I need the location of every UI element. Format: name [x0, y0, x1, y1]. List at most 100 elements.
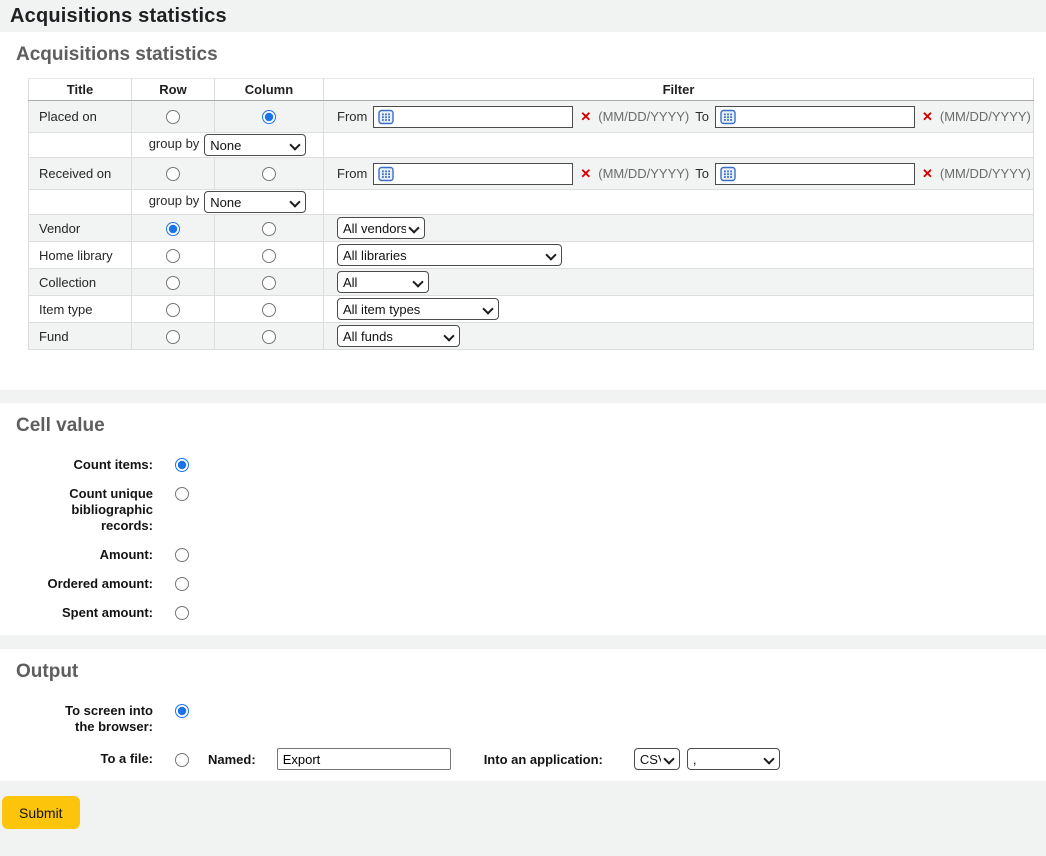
clear-date-icon[interactable]: ✕	[580, 108, 592, 124]
option-row-ordered-amount: Ordered amount:	[16, 576, 1030, 592]
item-type-filter-select[interactable]: All item types	[337, 298, 499, 320]
section-heading-acquisitions: Acquisitions statistics	[16, 44, 218, 65]
page-header: Acquisitions statistics	[0, 0, 1046, 32]
vendor-row-radio[interactable]	[166, 221, 180, 236]
option-row-count-items: Count items:	[16, 457, 1030, 473]
calendar-icon[interactable]	[378, 109, 395, 125]
home-library-row-radio[interactable]	[166, 248, 180, 263]
to-screen-label: To screen into the browser:	[65, 703, 153, 734]
calendar-icon[interactable]	[720, 166, 736, 182]
placed-on-from-input[interactable]	[373, 105, 574, 128]
spent-amount-label: Spent amount:	[62, 605, 153, 620]
group-by-label: group by	[148, 136, 200, 152]
count-unique-label: Count unique bibliographic records:	[69, 486, 153, 533]
row-title-placed-on: Placed on	[28, 100, 132, 133]
table-row-home-library: Home library All libraries	[28, 241, 1034, 269]
table-row-fund: Fund All funds	[28, 322, 1034, 350]
placed-on-group-by-select[interactable]: None	[204, 134, 307, 156]
from-label: From	[337, 166, 368, 181]
option-row-to-screen: To screen into the browser:	[16, 703, 1030, 735]
col-header-column: Column	[214, 78, 324, 101]
named-label: Named:	[208, 751, 256, 767]
calendar-icon[interactable]	[378, 166, 395, 182]
col-header-title: Title	[28, 78, 132, 101]
delimiter-select[interactable]: ,	[686, 748, 780, 770]
received-on-column-radio[interactable]	[262, 167, 276, 182]
option-row-spent-amount: Spent amount:	[16, 605, 1030, 621]
count-items-radio[interactable]	[175, 458, 189, 472]
to-screen-radio[interactable]	[175, 704, 189, 718]
item-type-column-radio[interactable]	[262, 302, 276, 317]
submit-button[interactable]: Submit	[2, 796, 80, 829]
section-heading-cell-value: Cell value	[16, 415, 105, 436]
received-on-to-input[interactable]	[714, 162, 915, 185]
placed-on-row-radio[interactable]	[166, 110, 180, 125]
fund-filter-select[interactable]: All funds	[337, 325, 460, 347]
item-type-row-radio[interactable]	[166, 302, 180, 317]
row-title-collection: Collection	[28, 268, 132, 296]
submit-area: Submit	[0, 781, 1046, 829]
application-format-select[interactable]: CSV	[633, 748, 680, 770]
acquisitions-statistics-section: Acquisitions statistics Title Row Column…	[0, 32, 1046, 390]
clear-date-icon[interactable]: ✕	[580, 165, 592, 181]
placed-on-column-radio[interactable]	[262, 110, 276, 125]
ordered-amount-radio[interactable]	[175, 577, 189, 591]
date-format-hint: (MM/DD/YYYY)	[598, 109, 690, 124]
into-application-label: Into an application:	[483, 751, 603, 767]
table-header-row: Title Row Column Filter	[28, 78, 1034, 101]
received-on-from-field	[373, 162, 574, 185]
received-on-group-by-select[interactable]: None	[204, 191, 307, 213]
count-unique-radio[interactable]	[175, 487, 189, 501]
named-input[interactable]	[276, 748, 451, 770]
collection-column-radio[interactable]	[262, 275, 276, 290]
row-title-vendor: Vendor	[28, 214, 132, 242]
date-format-hint: (MM/DD/YYYY)	[939, 166, 1031, 181]
group-by-label: group by	[148, 193, 200, 209]
date-format-hint: (MM/DD/YYYY)	[598, 166, 690, 181]
to-label: To	[695, 109, 709, 124]
amount-radio[interactable]	[175, 548, 189, 562]
fund-column-radio[interactable]	[262, 329, 276, 344]
amount-label: Amount:	[99, 547, 153, 562]
calendar-icon[interactable]	[720, 109, 736, 125]
date-format-hint: (MM/DD/YYYY)	[939, 109, 1031, 124]
col-header-row: Row	[131, 78, 215, 101]
page-title: Acquisitions statistics	[10, 4, 227, 27]
placed-on-to-input[interactable]	[714, 105, 915, 128]
collection-row-radio[interactable]	[166, 275, 180, 290]
placed-on-to-field	[714, 105, 915, 128]
received-on-row-radio[interactable]	[166, 167, 180, 182]
received-on-from-input[interactable]	[373, 162, 574, 185]
home-library-column-radio[interactable]	[262, 248, 276, 263]
home-library-filter-select[interactable]: All libraries	[337, 244, 562, 266]
placed-on-date-filter: From ✕	[337, 105, 1031, 128]
table-row-received-on-groupby: group by None	[28, 189, 1034, 215]
received-on-to-field	[714, 162, 915, 185]
fund-row-radio[interactable]	[166, 329, 180, 344]
to-label: To	[695, 166, 709, 181]
to-file-radio[interactable]	[175, 752, 189, 767]
from-label: From	[337, 109, 368, 124]
output-section: Output To screen into the browser: To a …	[0, 649, 1046, 781]
table-row-collection: Collection All	[28, 268, 1034, 296]
row-title-fund: Fund	[28, 322, 132, 350]
ordered-amount-label: Ordered amount:	[47, 576, 153, 591]
table-row-item-type: Item type All item types	[28, 295, 1034, 323]
vendor-column-radio[interactable]	[262, 221, 276, 236]
table-row-placed-on-groupby: group by None	[28, 132, 1034, 158]
received-on-date-filter: From ✕	[337, 162, 1031, 185]
collection-filter-select[interactable]: All	[337, 271, 429, 293]
table-row-received-on: Received on From	[28, 157, 1034, 190]
to-file-label: To a file:	[100, 751, 153, 766]
row-title-item-type: Item type	[28, 295, 132, 323]
statistics-matrix-table: Title Row Column Filter Placed on From	[28, 78, 1034, 350]
vendor-filter-select[interactable]: All vendors	[337, 217, 425, 239]
clear-date-icon[interactable]: ✕	[921, 165, 933, 181]
spent-amount-radio[interactable]	[175, 606, 189, 620]
option-row-count-unique: Count unique bibliographic records:	[16, 486, 1030, 534]
table-row-placed-on: Placed on From	[28, 100, 1034, 133]
placed-on-from-field	[373, 105, 574, 128]
row-title-home-library: Home library	[28, 241, 132, 269]
clear-date-icon[interactable]: ✕	[921, 108, 933, 124]
row-title-received-on: Received on	[28, 157, 132, 190]
